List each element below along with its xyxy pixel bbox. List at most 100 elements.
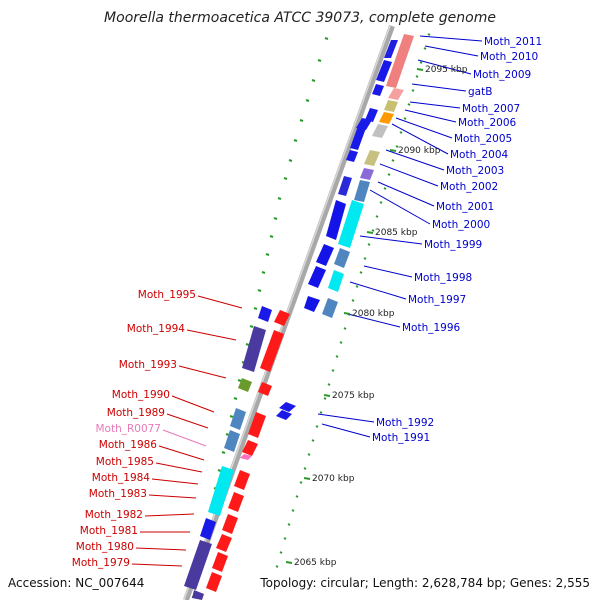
gene-label-moth-2004[interactable]: Moth_2004 (450, 149, 509, 161)
gene-arrow-moth-r0077[interactable] (240, 454, 252, 460)
scale-tick (399, 131, 403, 134)
gene-label-moth-2005[interactable]: Moth_2005 (454, 133, 512, 145)
gene-label-moth-1982[interactable]: Moth_1982 (85, 509, 143, 521)
gene-label-gatb[interactable]: gatB (468, 86, 492, 98)
gene-arrow-moth-1982[interactable] (222, 514, 238, 534)
gene-label-moth-1989[interactable]: Moth_1989 (107, 407, 165, 419)
gene-box-moth-2000[interactable] (338, 200, 364, 248)
gene-label-moth-1991[interactable]: Moth_1991 (372, 432, 430, 444)
gene-label-moth-1996[interactable]: Moth_1996 (402, 322, 461, 334)
gene-label-moth-1998[interactable]: Moth_1998 (414, 272, 472, 284)
scale-tick (269, 235, 274, 238)
leader-line (158, 445, 205, 461)
kbp-tick (416, 68, 424, 71)
gene-label-moth-1983[interactable]: Moth_1983 (89, 488, 147, 500)
gene-box-moth-2010[interactable] (388, 88, 404, 100)
gene-label-moth-1985[interactable]: Moth_1985 (96, 456, 154, 468)
gene-label-moth-2007[interactable]: Moth_2007 (462, 103, 520, 115)
scale-tick (339, 341, 343, 344)
gene-label-moth-1986[interactable]: Moth_1986 (99, 439, 158, 451)
gene-box-moth-1993[interactable] (238, 378, 252, 392)
gene-label-moth-1990[interactable]: Moth_1990 (112, 389, 170, 401)
gene-arrow-moth-1999[interactable] (316, 244, 334, 266)
gene-box-moth-2004[interactable] (372, 124, 388, 138)
scale-tick (335, 355, 339, 358)
gene-arrow-moth-1992[interactable] (279, 402, 296, 412)
gene-arrow-moth-1981[interactable] (216, 534, 232, 552)
gene-box-moth-2005[interactable] (379, 112, 394, 124)
gene-box-moth-1990[interactable] (230, 408, 246, 430)
gene-arrow-moth-2007[interactable] (365, 108, 378, 122)
gene-label-moth-2001[interactable]: Moth_2001 (436, 201, 494, 213)
gene-label-moth-2002[interactable]: Moth_2002 (440, 181, 498, 193)
gene-label-moth-2003[interactable]: Moth_2003 (446, 165, 504, 177)
gene-box-moth-1996[interactable] (322, 298, 338, 318)
gene-arrow-moth-2000[interactable] (326, 200, 346, 240)
leader-line (419, 35, 483, 42)
gene-arrow-moth-1993[interactable] (258, 382, 272, 396)
leader-line (162, 429, 207, 447)
gene-box-gatb[interactable] (384, 100, 398, 112)
gene-label-moth-2006[interactable]: Moth_2006 (458, 117, 517, 129)
gene-box-moth-2001[interactable] (354, 180, 370, 202)
gene-box-moth-2002b[interactable] (360, 168, 374, 180)
scale-tick (299, 119, 304, 122)
gene-arrow-moth-1980[interactable] (212, 552, 228, 572)
scale-tick (249, 325, 254, 328)
gene-arrow-moth-2009[interactable] (372, 84, 384, 96)
scale-tick (221, 451, 226, 454)
leader-line (417, 59, 472, 75)
leader-line (395, 117, 453, 139)
gene-box-moth-1998[interactable] (328, 270, 344, 292)
gene-arrow-moth-2010[interactable] (376, 60, 392, 82)
gene-arrow-moth-1989[interactable] (248, 412, 266, 438)
gene-box-moth-1979[interactable] (192, 590, 204, 600)
gene-label-moth-2000[interactable]: Moth_2000 (432, 219, 490, 231)
scale-tick (391, 159, 395, 162)
gene-label-moth-2009[interactable]: Moth_2009 (473, 69, 531, 81)
gene-box-moth-2011[interactable] (386, 34, 414, 88)
gene-label-moth-1993[interactable]: Moth_1993 (119, 359, 177, 371)
gene-label-moth-2011[interactable]: Moth_2011 (484, 36, 542, 48)
gene-arrow-moth-1991[interactable] (276, 410, 292, 420)
gene-arrow-moth-1994[interactable] (260, 330, 284, 372)
gene-box-moth-1995[interactable] (258, 306, 272, 322)
gene-arrow-moth-2004[interactable] (346, 150, 358, 162)
gene-label-moth-1994[interactable]: Moth_1994 (127, 323, 186, 335)
gene-label-moth-1979[interactable]: Moth_1979 (72, 557, 130, 569)
gene-label-moth-1999[interactable]: Moth_1999 (424, 239, 482, 251)
gene-label-moth-2010[interactable]: Moth_2010 (480, 51, 538, 63)
gene-label-moth-r0077[interactable]: Moth_R0077 (95, 423, 161, 435)
gene-label-moth-1997[interactable]: Moth_1997 (408, 294, 466, 306)
gene-box-moth-1999[interactable] (334, 248, 350, 268)
gene-label-moth-1995[interactable]: Moth_1995 (138, 289, 196, 301)
scale-tick (351, 299, 355, 302)
gene-arrow-moth-1979[interactable] (206, 572, 222, 592)
gene-box-moth-1982[interactable] (200, 518, 216, 540)
gene-arrow-moth-1997[interactable] (304, 296, 320, 312)
leader-line (349, 281, 407, 300)
gene-label-moth-1980[interactable]: Moth_1980 (76, 541, 134, 553)
gene-arrow-moth-1983[interactable] (228, 492, 244, 512)
leader-line (186, 329, 237, 341)
gene-box-moth-1980[interactable] (184, 540, 212, 590)
scale-tick (371, 229, 375, 232)
gene-box-moth-1985[interactable] (208, 466, 234, 516)
gene-box-moth-2003[interactable] (364, 150, 380, 166)
kbp-label-2095-kbp: 2095 kbp (425, 65, 468, 75)
gene-box-moth-1994[interactable] (242, 326, 266, 372)
gene-label-moth-1984[interactable]: Moth_1984 (92, 472, 151, 484)
gene-arrow-moth-2002[interactable] (338, 176, 352, 196)
gene-arrow-moth-1995[interactable] (274, 310, 290, 326)
gene-arrow-moth-1986[interactable] (242, 440, 258, 456)
gene-arrow-moth-1984[interactable] (234, 470, 250, 490)
gene-label-moth-1992[interactable]: Moth_1992 (376, 417, 434, 429)
gene-arrow-moth-1998[interactable] (308, 266, 326, 288)
leader-line (424, 45, 479, 57)
gene-box-moth-1989[interactable] (224, 430, 240, 452)
gene-label-moth-1981[interactable]: Moth_1981 (80, 525, 138, 537)
gene-arrow-moth-2011[interactable] (384, 40, 398, 58)
scale-tick (307, 453, 311, 456)
gene-arrow-moth-2005[interactable] (350, 126, 366, 150)
